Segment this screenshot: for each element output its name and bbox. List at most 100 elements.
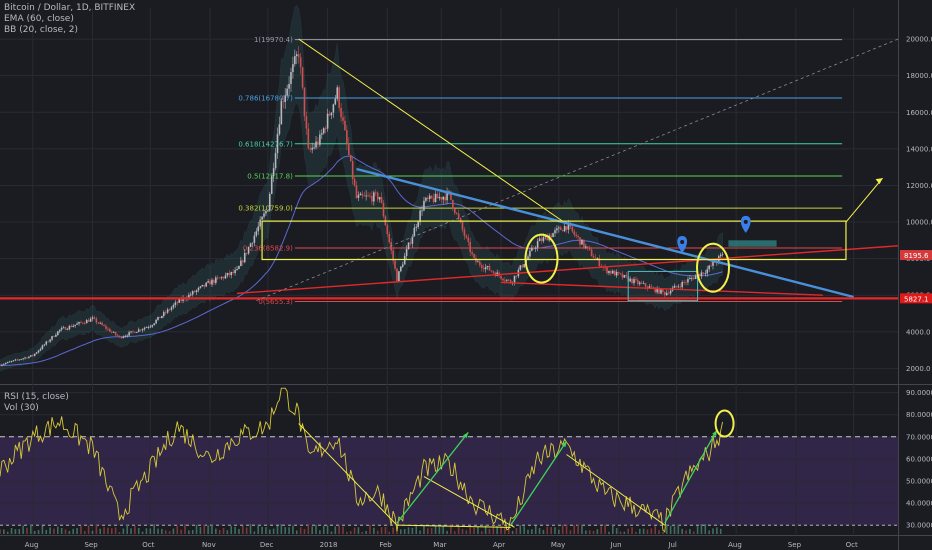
candle-body [692,277,695,280]
candle-body [322,128,325,134]
volume-bar [592,530,595,534]
candle-body [689,278,691,280]
candle-body [527,256,529,260]
candle-body [538,238,541,242]
candle-body [681,281,683,288]
volume-bar [230,526,233,534]
candle-body [504,280,506,282]
symbol-title[interactable]: Bitcoin / Dollar, 1D, BITFINEX [4,3,136,13]
volume-bar [295,530,298,534]
volume-bar [80,525,82,534]
candle-body [565,226,568,230]
time-axis-tick-label: Mar [433,541,446,549]
volume-bar [238,528,240,534]
volume-bar [141,531,144,534]
candle-body [64,327,67,330]
candle-body [294,56,296,65]
volume-bar [30,524,32,534]
volume-bar [588,530,591,534]
vol-indicator-label[interactable]: Vol (30) [4,403,39,413]
bb-indicator-label[interactable]: BB (20, close, 2) [4,25,79,35]
candle-body [176,302,179,304]
candle-body [380,197,383,204]
price-axis-tick-label: 12000.0 [906,182,932,190]
ema-indicator-label[interactable]: EMA (60, close) [4,14,74,24]
resistance-trendline-blue [356,167,854,299]
candle-body [650,286,653,288]
volume-bar [249,524,252,534]
candle-body [112,331,115,333]
candle-body [409,242,412,244]
candle-body [571,226,574,232]
volume-bar [542,529,545,534]
candle-body [14,359,17,361]
highlight-ellipse [696,242,731,293]
volume-bar [465,530,468,534]
fib-level-label: 0.382(10759.0) [238,205,293,213]
volume-bar [118,531,121,534]
candle-body [531,247,533,251]
candle-body [232,271,234,273]
candle-body [16,359,19,361]
candle-body [307,128,310,149]
volume-bar [700,524,703,534]
volume-bar [716,527,718,534]
volume-bar [369,525,371,534]
candle-body [141,329,144,331]
volume-bar [654,526,656,534]
candle-body [47,341,49,343]
candle-body [149,326,152,328]
candle-body [0,364,1,366]
candle-body [162,312,165,316]
volume-bar [446,530,448,534]
candle-body [295,54,298,57]
yellow-range-box [261,220,847,261]
candle-body [363,195,366,197]
volume-bar [453,531,456,534]
candle-body [411,236,414,244]
volume-bar [153,524,155,534]
candle-body [577,235,579,238]
volume-bar [388,531,391,534]
candle-body [631,278,633,284]
volume-bar [161,528,163,534]
volume-bar [288,527,290,534]
time-axis-tick-label: Dec [260,541,274,549]
volume-bar [511,530,514,534]
candle-body [319,134,321,145]
volume-bar [272,528,275,534]
candle-body [471,252,473,254]
volume-bar [473,527,475,534]
candle-body [199,286,202,288]
candle-body [340,107,342,118]
candle-body [687,279,689,283]
candle-body [421,210,423,212]
candle-body [276,134,279,154]
candle-body [242,260,244,263]
candle-body [30,355,32,357]
volume-bar [122,528,125,534]
candle-body [369,195,371,197]
candle-body [265,211,267,214]
candle-body [442,196,445,200]
rsi-indicator-label[interactable]: RSI (15, close) [4,392,69,402]
candle-body [585,246,587,248]
volume-bar [403,529,406,534]
candle-body [382,203,385,217]
candle-body [57,331,59,335]
candle-body [583,239,585,248]
candle-body [457,213,460,219]
candle-body [114,331,117,335]
rsi-axis-tick-label: 30.0000 [906,522,932,530]
candle-body [540,238,543,242]
volume-bar [519,525,522,534]
volume-bar [635,531,637,534]
candle-body [305,116,308,129]
candle-body [166,309,169,313]
volume-bar [203,524,206,534]
volume-bar [681,528,683,534]
price-axis-tick-label: 4000.0 [906,328,931,336]
volume-bar [149,528,152,534]
candle-body [105,326,107,329]
